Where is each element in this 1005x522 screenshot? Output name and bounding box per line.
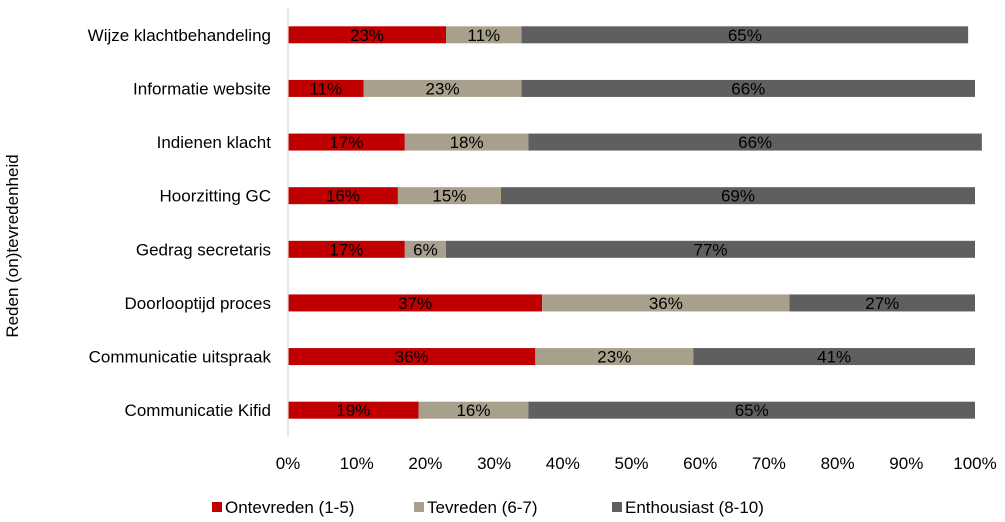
data-label: 16% <box>456 401 490 420</box>
bar-segment <box>521 26 969 44</box>
x-tick-label: 20% <box>408 454 442 473</box>
category-label: Indienen klacht <box>157 133 272 152</box>
bar-segment <box>288 294 543 312</box>
data-label: 36% <box>395 348 429 367</box>
bar-segment <box>446 240 975 258</box>
x-tick-label: 50% <box>614 454 648 473</box>
data-label: 15% <box>432 187 466 206</box>
x-tick-label: 40% <box>546 454 580 473</box>
bar-segment <box>789 294 975 312</box>
bar-segment <box>363 79 522 97</box>
data-label: 66% <box>738 133 772 152</box>
bars-layer: 23% 11% 65% 11% 23% 66% 17% 18% 66% 16% 15% 69% 17% 6… <box>288 26 982 420</box>
x-tick-label: 100% <box>953 454 996 473</box>
data-label: 66% <box>731 79 765 98</box>
x-tick-label: 30% <box>477 454 511 473</box>
x-tick-label: 90% <box>889 454 923 473</box>
x-tick-label: 80% <box>821 454 855 473</box>
data-label: 23% <box>426 79 460 98</box>
legend-label: Enthousiast (8-10) <box>625 498 764 517</box>
bar-segment <box>288 79 364 97</box>
data-label: 11% <box>309 79 342 98</box>
data-label: 19% <box>336 401 370 420</box>
bar-segment <box>404 133 529 151</box>
data-label: 23% <box>350 26 384 45</box>
data-label: 17% <box>329 133 363 152</box>
y-axis-title: Reden (on)tevredenheid <box>3 154 22 337</box>
legend-swatch <box>414 502 424 512</box>
data-label: 36% <box>649 294 683 313</box>
x-tick-label: 60% <box>683 454 717 473</box>
data-label: 23% <box>597 348 631 367</box>
bar-segment <box>535 348 694 366</box>
bar-segment <box>397 187 501 205</box>
data-label: 16% <box>326 187 360 206</box>
data-label: 37% <box>398 294 432 313</box>
data-label: 27% <box>865 294 899 313</box>
bar-segment <box>500 187 975 205</box>
category-label: Gedrag secretaris <box>136 240 271 259</box>
category-labels: Wijze klachtbehandeling Informatie websit… <box>88 26 272 420</box>
bar-segment <box>418 401 529 419</box>
bar-segment <box>542 294 790 312</box>
category-label: Communicatie uitspraak <box>89 348 272 367</box>
data-label: 69% <box>721 187 755 206</box>
bar-segment <box>528 133 982 151</box>
category-label: Wijze klachtbehandeling <box>88 26 271 45</box>
legend-swatch <box>612 502 622 512</box>
category-label: Hoorzitting GC <box>160 187 271 206</box>
x-axis-tick-labels: 0% 10% 20% 30% 40% 50% 60% 70% 80% 90% 100% <box>276 454 997 473</box>
data-label: 6% <box>413 240 438 259</box>
bar-segment <box>288 133 405 151</box>
x-tick-label: 70% <box>752 454 786 473</box>
bar-segment <box>288 26 447 44</box>
bar-segment <box>693 348 975 366</box>
bar-segment <box>528 401 975 419</box>
bar-segment <box>404 240 447 258</box>
x-tick-label: 0% <box>276 454 301 473</box>
data-label: 18% <box>450 133 484 152</box>
bar-segment <box>521 79 975 97</box>
x-tick-label: 10% <box>340 454 374 473</box>
bar-segment <box>288 187 398 205</box>
data-label: 77% <box>693 240 727 259</box>
data-label: 65% <box>735 401 769 420</box>
bar-segment <box>288 348 536 366</box>
legend-label: Tevreden (6-7) <box>427 498 538 517</box>
bar-segment <box>288 240 405 258</box>
category-label: Communicatie Kifid <box>125 401 271 420</box>
legend-swatch <box>212 502 222 512</box>
data-label: 11% <box>467 26 500 45</box>
data-label: 65% <box>728 26 762 45</box>
data-label: 17% <box>329 240 363 259</box>
legend-label: Ontevreden (1-5) <box>225 498 354 517</box>
category-label: Informatie website <box>133 79 271 98</box>
bar-segment <box>446 26 522 44</box>
data-label: 41% <box>817 348 851 367</box>
bar-segment <box>288 401 419 419</box>
legend: Ontevreden (1-5) Tevreden (6-7) Enthousias… <box>212 498 764 517</box>
category-label: Doorlooptijd proces <box>125 294 271 313</box>
